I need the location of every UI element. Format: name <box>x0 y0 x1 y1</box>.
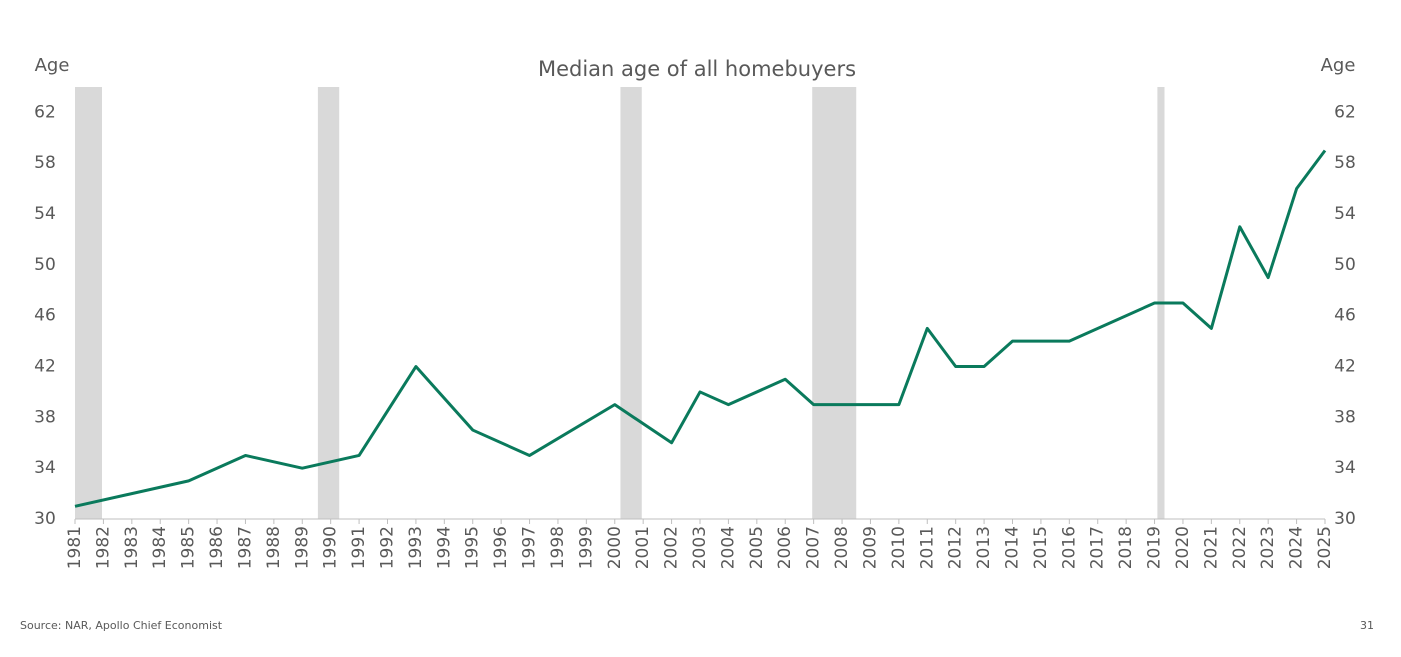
y2-tick-label: 34 <box>1334 458 1356 478</box>
y2-tick-label: 58 <box>1334 153 1356 173</box>
recession-band <box>317 87 340 519</box>
y2-axis-label: Age <box>1321 55 1356 76</box>
x-tick-label: 1998 <box>548 526 568 569</box>
y2-tick-label: 42 <box>1334 357 1356 377</box>
x-tick-label: 1992 <box>378 526 398 569</box>
x-tick-label: 1988 <box>264 526 284 569</box>
x-tick-label: 2018 <box>1116 526 1136 569</box>
page-number: 31 <box>1360 619 1374 632</box>
x-tick-label: 2004 <box>718 526 738 569</box>
x-tick-label: 1981 <box>65 526 85 569</box>
x-tick-label: 2025 <box>1315 526 1335 569</box>
y2-tick-label: 50 <box>1334 255 1356 275</box>
x-tick-label: 2016 <box>1059 526 1079 569</box>
recession-band <box>75 87 102 519</box>
chart-title: Median age of all homebuyers <box>538 57 856 81</box>
x-tick-label: 2009 <box>860 526 880 569</box>
x-tick-label: 1995 <box>463 526 483 569</box>
x-tick-label: 2000 <box>605 526 625 569</box>
x-tick-label: 2005 <box>747 526 767 569</box>
x-tick-label: 1989 <box>292 526 312 569</box>
y-tick-label: 30 <box>34 509 56 529</box>
y-tick-label: 46 <box>34 306 56 326</box>
x-tick-label: 1986 <box>207 526 227 569</box>
x-tick-label: 2021 <box>1201 526 1221 569</box>
y-tick-label: 34 <box>34 458 56 478</box>
x-tick-label: 1987 <box>235 526 255 569</box>
x-tick-label: 1990 <box>321 526 341 569</box>
x-tick-label: 2001 <box>633 526 653 569</box>
recession-band <box>620 87 642 519</box>
y-tick-label: 42 <box>34 357 56 377</box>
x-tick-label: 2007 <box>804 526 824 569</box>
x-tick-label: 1993 <box>406 526 426 569</box>
x-tick-label: 2024 <box>1287 526 1307 569</box>
y-tick-label: 54 <box>34 204 56 224</box>
y-axis-label: Age <box>35 55 70 76</box>
x-tick-label: 2020 <box>1173 526 1193 569</box>
y-tick-label: 58 <box>34 153 56 173</box>
y2-tick-label: 30 <box>1334 509 1356 529</box>
source-note: Source: NAR, Apollo Chief Economist <box>20 619 223 632</box>
x-tick-label: 2014 <box>1003 526 1023 569</box>
x-tick-label: 1991 <box>349 526 369 569</box>
x-tick-label: 1982 <box>93 526 113 569</box>
x-tick-label: 2022 <box>1230 526 1250 569</box>
x-tick-label: 2019 <box>1145 526 1165 569</box>
x-tick-label: 2003 <box>690 526 710 569</box>
y2-tick-label: 46 <box>1334 306 1356 326</box>
recession-band <box>812 87 857 519</box>
x-tick-label: 2013 <box>974 526 994 569</box>
x-tick-label: 2008 <box>832 526 852 569</box>
x-tick-label: 1984 <box>150 526 170 569</box>
y-tick-label: 38 <box>34 407 56 427</box>
x-tick-label: 1999 <box>576 526 596 569</box>
x-tick-label: 2015 <box>1031 526 1051 569</box>
x-tick-label: 2006 <box>775 526 795 569</box>
y-tick-label: 62 <box>34 102 56 122</box>
x-tick-label: 2010 <box>889 526 909 569</box>
x-tick-label: 2011 <box>917 526 937 569</box>
x-tick-label: 1996 <box>491 526 511 569</box>
data-line <box>74 149 1327 508</box>
x-tick-label: 1997 <box>520 526 540 569</box>
x-tick-label: 2012 <box>946 526 966 569</box>
y2-tick-label: 38 <box>1334 407 1356 427</box>
y2-tick-label: 54 <box>1334 204 1356 224</box>
x-tick-label: 2017 <box>1088 526 1108 569</box>
x-tick-label: 2002 <box>662 526 682 569</box>
x-tick-label: 1994 <box>434 526 454 569</box>
y2-tick-label: 62 <box>1334 102 1356 122</box>
x-tick-label: 1983 <box>122 526 142 569</box>
x-tick-label: 1985 <box>179 526 199 569</box>
y-tick-label: 50 <box>34 255 56 275</box>
x-tick-label: 2023 <box>1258 526 1278 569</box>
